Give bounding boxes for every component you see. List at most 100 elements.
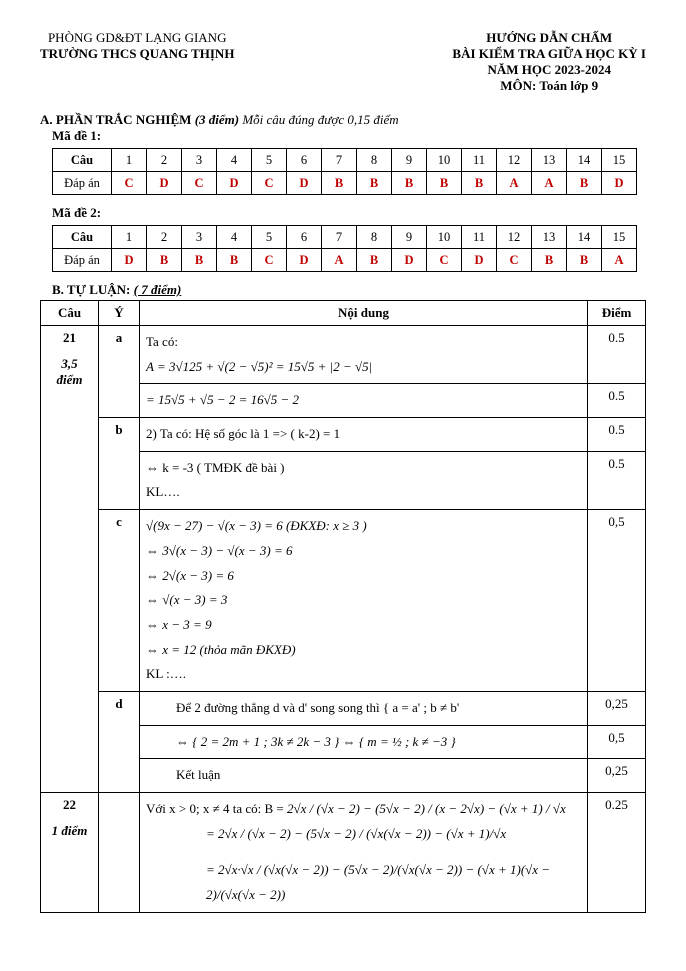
q21d-l1: Để 2 đường thẳng d và d' song song thì {… xyxy=(146,696,581,721)
q22-f1: 2√x / (√x − 2) − (5√x − 2) / (x − 2√x) −… xyxy=(287,801,566,816)
part-a-heading: A. PHẦN TRẮC NGHIỆM (3 điểm) Mỗi câu đún… xyxy=(40,112,646,128)
table-row: 21 3,5 điểm a Ta có: A = 3√125 + √(2 − √… xyxy=(41,326,646,384)
header-right: HƯỚNG DẪN CHẤM BÀI KIỂM TRA GIỮA HỌC KỲ … xyxy=(452,30,646,94)
ans-val: D xyxy=(147,172,182,195)
q21d-d2: 0,5 xyxy=(588,725,646,759)
subject-line: MÔN: Toán lớp 9 xyxy=(452,78,646,94)
ans-num: 6 xyxy=(287,226,322,249)
guide-title: HƯỚNG DẪN CHẤM xyxy=(452,30,646,46)
ans-val: A xyxy=(602,249,637,272)
table-row: 22 1 điểm Với x > 0; x ≠ 4 ta có: B = 2√… xyxy=(41,793,646,913)
ans-num: 3 xyxy=(182,149,217,172)
q21a-content-2: = 15√5 + √5 − 2 = 16√5 − 2 xyxy=(140,384,588,418)
y-a: a xyxy=(99,326,140,418)
ans-val: D xyxy=(112,249,147,272)
ans-num: 7 xyxy=(322,226,357,249)
q21c-l5: ⇔ x − 3 = 9 xyxy=(146,613,581,638)
ans-num: 7 xyxy=(322,149,357,172)
ans-num: 6 xyxy=(287,149,322,172)
ans-val: B xyxy=(567,249,602,272)
ans-val: C xyxy=(182,172,217,195)
y-b: b xyxy=(99,418,140,510)
ans-val: A xyxy=(497,172,532,195)
q22-num: 22 xyxy=(63,797,76,812)
q21c-l1: √(9x − 27) − √(x − 3) = 6 (ĐKXĐ: x ≥ 3 ) xyxy=(146,514,581,539)
ans-val: B xyxy=(427,172,462,195)
ans-num: 15 xyxy=(602,149,637,172)
row-cau-label: Câu xyxy=(53,226,112,249)
ans-num: 1 xyxy=(112,149,147,172)
col-y-header: Ý xyxy=(99,301,140,326)
q21d-l3: Kết luận xyxy=(146,763,581,788)
ans-num: 3 xyxy=(182,226,217,249)
col-nd-header: Nội dung xyxy=(140,301,588,326)
q21d-content-3: Kết luận xyxy=(140,759,588,793)
ans-val: D xyxy=(392,249,427,272)
dept-line: PHÒNG GD&ĐT LẠNG GIANG xyxy=(40,30,234,46)
ans-num: 2 xyxy=(147,149,182,172)
ans-val: B xyxy=(217,249,252,272)
q21-num: 21 xyxy=(63,330,76,345)
ans-val: D xyxy=(287,249,322,272)
made1-label: Mã đề 1: xyxy=(52,128,646,144)
table-row: Câu 1 2 3 4 5 6 7 8 9 10 11 12 13 14 15 xyxy=(53,226,637,249)
ans-val: D xyxy=(462,249,497,272)
ans-num: 12 xyxy=(497,226,532,249)
q22-l2: = 2√x / (√x − 2) − (5√x − 2) / (√x(√x − … xyxy=(146,822,581,847)
q21b-d1: 0.5 xyxy=(588,418,646,452)
q21a-l2: A = 3√125 + √(2 − √5)² = 15√5 + |2 − √5| xyxy=(146,355,581,380)
table-row: b 2) Ta có: Hệ số góc là 1 => ( k-2) = 1… xyxy=(41,418,646,452)
ans-num: 10 xyxy=(427,149,462,172)
table-row: c √(9x − 27) − √(x − 3) = 6 (ĐKXĐ: x ≥ 3… xyxy=(41,510,646,692)
ans-val: C xyxy=(427,249,462,272)
q21b-content-2: ⇔ k = -3 ( TMĐK đề bài ) KL…. xyxy=(140,451,588,509)
q21-sub: 3,5 điểm xyxy=(57,356,83,387)
q22-l3: = 2√x·√x / (√x(√x − 2)) − (5√x − 2)/(√x(… xyxy=(146,858,581,907)
made2-label: Mã đề 2: xyxy=(52,205,646,221)
table-row: Đáp án C D C D C D B B B B B A A B D xyxy=(53,172,637,195)
ans-val: B xyxy=(357,172,392,195)
q21b-d2: 0.5 xyxy=(588,451,646,509)
y-empty xyxy=(99,793,140,913)
q21c-content: √(9x − 27) − √(x − 3) = 6 (ĐKXĐ: x ≥ 3 )… xyxy=(140,510,588,692)
ans-val: C xyxy=(497,249,532,272)
row-da-label: Đáp án xyxy=(53,249,112,272)
q21b-l2: ⇔ k = -3 ( TMĐK đề bài ) xyxy=(146,456,581,481)
q21d-d3: 0,25 xyxy=(588,759,646,793)
q21c-l3: ⇔ 2√(x − 3) = 6 xyxy=(146,564,581,589)
ans-num: 14 xyxy=(567,149,602,172)
ans-val: B xyxy=(147,249,182,272)
ans-val: D xyxy=(602,172,637,195)
ans-val: B xyxy=(357,249,392,272)
col-cau-header: Câu xyxy=(41,301,99,326)
q21d-content-1: Để 2 đường thẳng d và d' song song thì {… xyxy=(140,691,588,725)
part-a-title: A. PHẦN TRẮC NGHIỆM xyxy=(40,112,195,127)
q21b-l1: 2) Ta có: Hệ số góc là 1 => ( k-2) = 1 xyxy=(146,422,581,447)
q22-sub: 1 điểm xyxy=(52,823,88,838)
q21a-l1: Ta có: xyxy=(146,330,581,355)
exam-title: BÀI KIỂM TRA GIỮA HỌC KỲ I xyxy=(452,46,646,62)
ans-val: B xyxy=(322,172,357,195)
ans-num: 9 xyxy=(392,149,427,172)
q21b-content-1: 2) Ta có: Hệ số góc là 1 => ( k-2) = 1 xyxy=(140,418,588,452)
ans-num: 4 xyxy=(217,149,252,172)
row-cau-label: Câu xyxy=(53,149,112,172)
ans-val: B xyxy=(462,172,497,195)
part-b-heading: B. TỰ LUẬN: ( 7 điểm) xyxy=(52,282,646,298)
row-da-label: Đáp án xyxy=(53,172,112,195)
ans-num: 8 xyxy=(357,149,392,172)
q21d-content-2: ⇔ { 2 = 2m + 1 ; 3k ≠ 2k − 3 } ⇔ { m = ½… xyxy=(140,725,588,759)
q21a-d2: 0.5 xyxy=(588,384,646,418)
ans-num: 2 xyxy=(147,226,182,249)
q21c-l4: ⇔ √(x − 3) = 3 xyxy=(146,588,581,613)
part-a-note: Mỗi câu đúng được 0,15 điểm xyxy=(239,112,399,127)
table-row: d Để 2 đường thẳng d và d' song song thì… xyxy=(41,691,646,725)
table-row: Đáp án D B B B C D A B D C D C B B A xyxy=(53,249,637,272)
ans-val: A xyxy=(322,249,357,272)
q21a-l3: = 15√5 + √5 − 2 = 16√5 − 2 xyxy=(146,388,581,413)
q21-label-cell: 21 3,5 điểm xyxy=(41,326,99,793)
ans-val: B xyxy=(532,249,567,272)
tu-luan-table: Câu Ý Nội dung Điểm 21 3,5 điểm a Ta có:… xyxy=(40,300,646,913)
ans-num: 13 xyxy=(532,226,567,249)
ans-num: 12 xyxy=(497,149,532,172)
